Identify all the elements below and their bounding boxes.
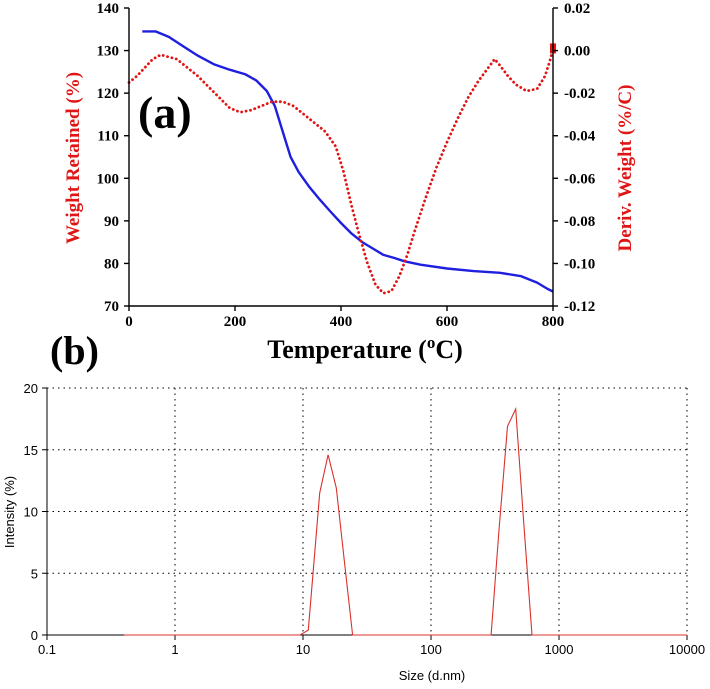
panel-a-x-tick-label: 400 [330, 314, 353, 330]
panel-a-deriv-weight-dotted-line [127, 47, 555, 295]
panel-a-deriv-dots-group [127, 43, 556, 295]
panel-a-y-tick-label: 100 [97, 171, 120, 187]
panel-a-y2-ticks: -0.12 -0.10 -0.08 -0.06 -0.04 -0.02 0.00 0.02 [553, 1, 596, 315]
panel-b-x-tick-label: 0.1 [38, 642, 56, 657]
panel-b-x-tick-label: 1 [171, 642, 178, 657]
panel-b-y-tick-label: 20 [24, 381, 38, 396]
panel-a-y-ticks: 70 80 90 100 110 120 130 140 [97, 1, 129, 315]
panel-a-y-tick-label: 130 [97, 44, 120, 60]
panel-a-y-tick-label: 120 [97, 86, 120, 102]
panel-b-x-tick-label: 10 [296, 642, 310, 657]
panel-a-x-axis-title-main: Temperature ( [267, 335, 427, 364]
panel-a-y-tick-label: 140 [97, 1, 120, 17]
panel-a-y2-tick-label: -0.06 [564, 171, 596, 187]
panel-a-x-tick-label: 200 [224, 314, 247, 330]
panel-a-y-tick-label: 70 [104, 299, 119, 315]
panel-b-y-axis-title: Intensity (%) [2, 476, 17, 548]
panel-b-intensity-line [124, 406, 687, 636]
panel-a-y-tick-label: 80 [104, 256, 119, 272]
panel-b-series-group [124, 406, 687, 636]
panel-b: 0.1 1 10 100 1000 10000 0 5 10 15 20 Intensity (%… [2, 381, 705, 683]
panel-b-x-tick-label: 1000 [545, 642, 574, 657]
panel-a-y2-axis-title: Deriv. Weight (%/C) [615, 85, 636, 252]
panel-a-weight-line-group [142, 30, 554, 293]
panel-a-x-tick-label: 600 [436, 314, 459, 330]
panel-a-y2-tick-label: -0.02 [564, 86, 595, 102]
panel-a-x-ticks: 0 200 400 600 800 [125, 306, 564, 330]
panel-a-x-tick-label: 800 [542, 314, 565, 330]
panel-b-label: (b) [50, 328, 99, 373]
panel-a-y2-tick-label: -0.10 [564, 256, 595, 272]
panel-b-x-axis-title: Size (d.nm) [399, 668, 465, 683]
panel-a: 0 200 400 600 800 70 80 90 100 110 120 130 140 -0.1… [63, 1, 636, 364]
panel-b-y-tick-label: 10 [24, 505, 38, 520]
panel-a-y2-tick-label: -0.12 [564, 299, 595, 315]
panel-a-y2-tick-label: -0.04 [564, 129, 596, 145]
panel-b-y-tick-label: 5 [31, 566, 38, 581]
panel-a-x-axis-title-unit: C) [435, 335, 462, 364]
panel-b-y-tick-label: 0 [31, 628, 38, 643]
panel-b-x-ticks: 0.1 1 10 100 1000 10000 [38, 635, 705, 657]
panel-a-weight-retained-line [142, 30, 554, 293]
panel-b-y-ticks: 0 5 10 15 20 [24, 381, 47, 643]
panel-a-label: (a) [138, 87, 192, 138]
panel-a-y2-tick-label: -0.08 [564, 214, 595, 230]
panel-a-x-axis-title-sup: o [427, 333, 436, 352]
panel-b-y-tick-label: 15 [24, 443, 38, 458]
panel-b-x-tick-label: 10000 [669, 642, 705, 657]
panel-b-x-tick-label: 100 [420, 642, 442, 657]
panel-a-y-tick-label: 90 [104, 214, 119, 230]
panel-a-x-axis-title: Temperature (oC) [267, 333, 463, 364]
panel-a-x-tick-label: 0 [125, 314, 133, 330]
panel-a-y2-tick-label: 0.02 [564, 1, 590, 17]
panel-a-y-tick-label: 110 [97, 129, 119, 145]
panel-a-y-axis-title: Weight Retained (%) [63, 72, 84, 244]
panel-a-y2-tick-label: 0.00 [564, 44, 590, 60]
panel-b-grid [47, 387, 688, 635]
